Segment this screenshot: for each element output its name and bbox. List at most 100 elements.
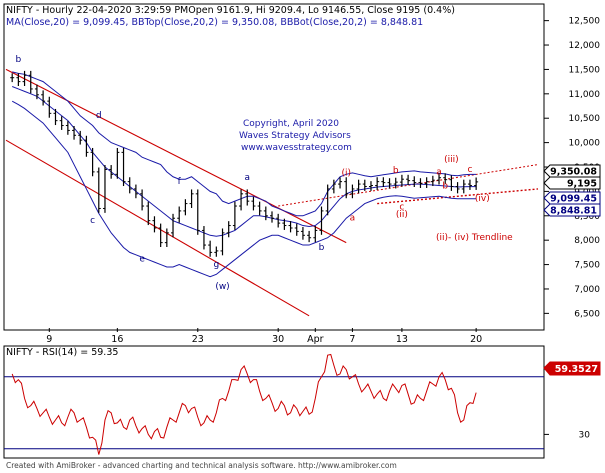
price-y-tick-label: 12,500 — [569, 17, 601, 27]
bbtop-value-tag: 9,350.08 — [543, 164, 601, 178]
price-bar — [146, 201, 151, 226]
price-bar — [96, 167, 101, 213]
channel-lower-line — [5, 139, 310, 317]
price-bar — [455, 182, 460, 194]
price-bar — [158, 223, 163, 248]
wave-label: (iv) — [475, 194, 490, 204]
price-bar — [412, 176, 417, 188]
price-bar — [59, 116, 64, 130]
x-tick-label: 20 — [470, 334, 482, 345]
price-y-tick-label: 7,500 — [574, 261, 600, 271]
footer-credit: Created with AmiBroker - advanced charti… — [6, 461, 397, 470]
price-bar — [406, 174, 411, 186]
trendline-ii-iv — [377, 188, 539, 205]
x-axis: 9 16 23 30 Apr 7 13 20 — [46, 334, 482, 345]
price-bar — [294, 223, 299, 236]
price-bar — [183, 199, 188, 216]
wave-label: (iii) — [444, 155, 459, 165]
price-bar — [344, 177, 349, 199]
price-bar — [84, 135, 89, 157]
wave-label: b — [442, 181, 448, 191]
price-bar — [164, 228, 169, 248]
price-bar — [189, 189, 194, 208]
price-bar — [368, 181, 373, 191]
rsi-level-lines — [4, 376, 544, 450]
bbbot-value-tag: 8,848.81 — [543, 203, 601, 217]
price-bar — [325, 184, 330, 216]
wave-label: a — [244, 173, 250, 183]
price-bar — [313, 226, 318, 243]
rsi-y-axis: 30 — [544, 430, 590, 440]
price-bar — [399, 174, 404, 187]
wave-label: b — [16, 55, 22, 65]
price-bar — [34, 84, 39, 100]
price-bar — [461, 179, 466, 194]
rsi-series — [11, 353, 477, 455]
price-y-tick-label: 11,500 — [569, 65, 601, 75]
wave-label: e — [139, 255, 145, 265]
price-bar — [201, 226, 206, 250]
price-bar — [127, 177, 132, 194]
price-bar — [350, 184, 355, 199]
bbtop-value-tag-text: 9,350.08 — [550, 167, 597, 178]
rsi-value-tag: 59.3527 — [543, 361, 601, 376]
wave-label: c — [467, 165, 472, 175]
price-bar — [443, 173, 448, 185]
rsi-panel-frame — [3, 345, 545, 459]
price-bar — [338, 177, 343, 189]
price-bar — [257, 201, 262, 216]
bbbot-value-tag-text: 8,848.81 — [550, 206, 597, 217]
price-bar — [152, 216, 157, 233]
price-bar — [177, 206, 182, 223]
price-bar — [16, 73, 21, 87]
price-bar — [115, 147, 120, 179]
price-bar — [276, 213, 281, 228]
x-tick-label: 30 — [272, 334, 284, 345]
price-y-tick-label: 10,000 — [569, 139, 601, 149]
price-y-tick-label: 7,000 — [574, 285, 600, 295]
price-bar — [251, 196, 256, 211]
price-bar — [263, 206, 268, 221]
price-bar — [474, 177, 479, 190]
rsi-value-tag-text: 59.3527 — [555, 364, 598, 375]
price-bar — [195, 189, 200, 235]
price-channel — [5, 68, 539, 317]
price-y-tick-label: 11,000 — [569, 90, 601, 100]
wave-label: (i) — [341, 168, 351, 178]
price-bar — [47, 96, 52, 118]
price-bar — [362, 179, 367, 191]
price-y-tick-label: 8,000 — [574, 236, 600, 246]
wave-label: f — [178, 177, 182, 187]
copyright-line1: Copyright, April 2020 — [243, 119, 339, 129]
price-bar — [319, 206, 324, 235]
price-bar — [307, 230, 312, 243]
price-bar — [10, 73, 15, 83]
price-bar — [282, 218, 287, 230]
price-bar — [208, 240, 213, 257]
price-bar — [90, 147, 95, 177]
wave-label: (ii) — [396, 210, 408, 220]
wave-label: d — [96, 111, 102, 121]
price-bar — [387, 178, 392, 189]
ma-value-tag-box — [543, 191, 601, 205]
rsi-y-tick-label: 30 — [579, 430, 591, 440]
price-bar — [381, 177, 386, 188]
price-bar — [109, 165, 114, 179]
price-bar — [418, 178, 423, 188]
price-bar — [424, 177, 429, 188]
price-value-tags: 9,350.089,195 9,099.458,848.81 — [543, 164, 601, 217]
price-series — [10, 70, 479, 257]
close-value-tag: 9,195 — [543, 176, 601, 190]
price-bar — [121, 147, 126, 187]
price-bar — [65, 121, 70, 135]
price-bar — [288, 221, 293, 233]
bbtop-value-tag-box — [543, 164, 601, 178]
close-value-tag-text: 9,195 — [567, 179, 597, 190]
rsi-panel: NIFTY - RSI(14) = 59.35 30 59.3527 — [3, 345, 601, 459]
ma-value-tag-text: 9,099.45 — [550, 194, 597, 205]
price-header-line2: MA(Close,20) = 9,099.45, BBTop(Close,20,… — [6, 17, 423, 28]
price-bar — [375, 177, 380, 190]
ma-value-tag: 9,099.45 — [543, 191, 601, 205]
